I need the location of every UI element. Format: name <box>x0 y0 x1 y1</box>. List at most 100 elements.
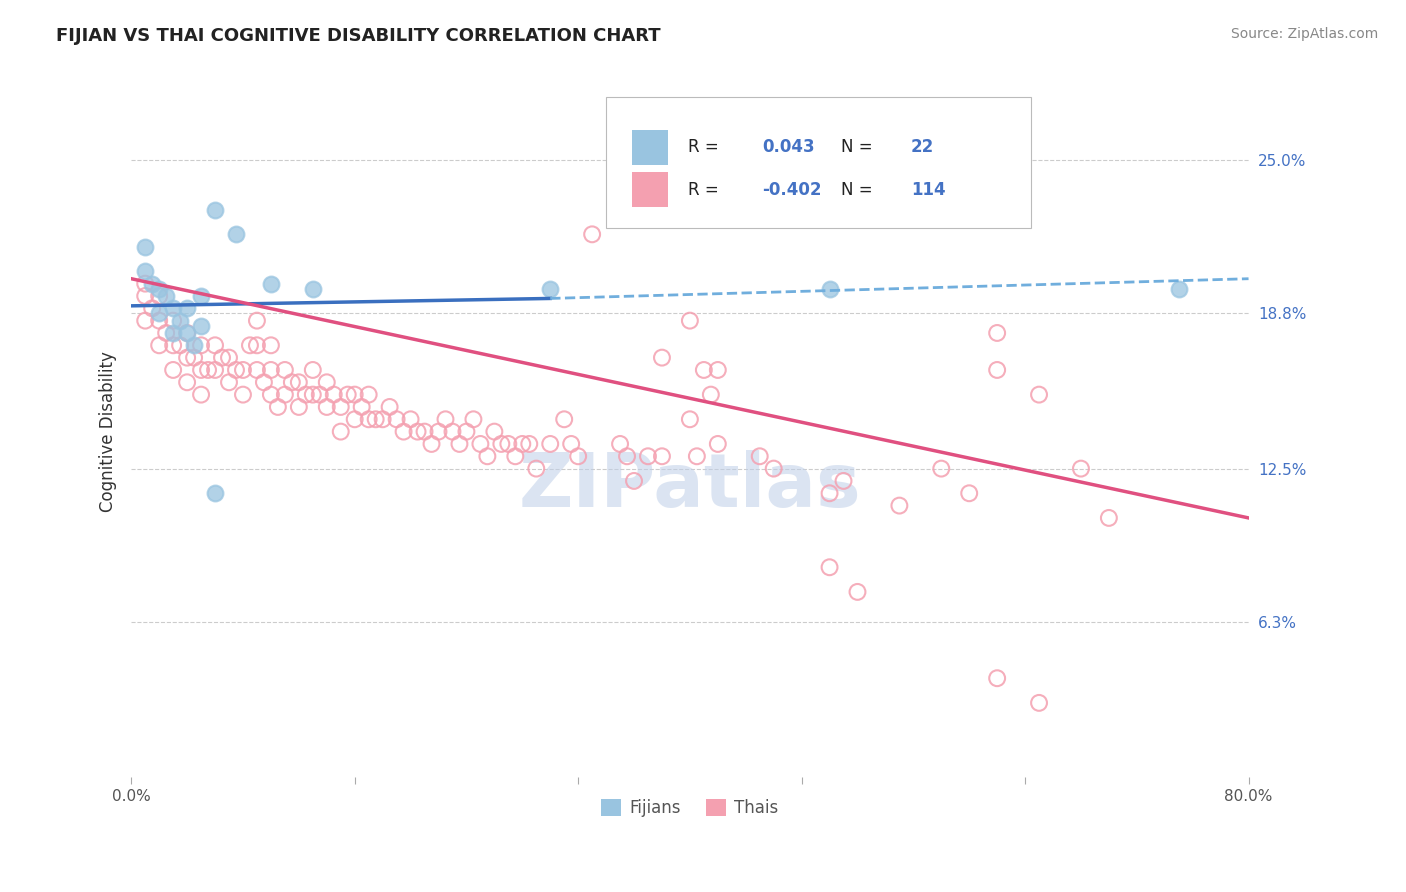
Point <box>176 351 198 365</box>
Text: -0.402: -0.402 <box>762 181 823 199</box>
Point <box>197 363 219 377</box>
Point <box>176 326 198 340</box>
Point <box>204 486 226 500</box>
Point <box>637 450 659 464</box>
Point <box>155 289 177 303</box>
Point <box>183 338 205 352</box>
Point <box>707 363 730 377</box>
Point <box>315 400 337 414</box>
Point <box>609 437 631 451</box>
Point <box>246 363 269 377</box>
Text: R =: R = <box>688 181 724 199</box>
Text: N =: N = <box>841 181 877 199</box>
Point <box>470 437 492 451</box>
Text: 0.043: 0.043 <box>762 138 815 156</box>
Point <box>350 400 373 414</box>
Point <box>162 301 184 316</box>
Point <box>343 412 366 426</box>
Point <box>218 376 240 390</box>
Point <box>449 437 471 451</box>
Point <box>538 282 561 296</box>
Bar <box>631 129 668 165</box>
Point <box>190 318 212 333</box>
Point <box>553 412 575 426</box>
Point <box>190 363 212 377</box>
Point <box>357 412 380 426</box>
Point <box>463 412 485 426</box>
Point <box>169 313 191 327</box>
Point <box>141 277 163 291</box>
Point <box>686 450 709 464</box>
Text: R =: R = <box>688 138 724 156</box>
Point <box>420 437 443 451</box>
Point <box>141 301 163 316</box>
Point <box>929 461 952 475</box>
Point <box>253 376 276 390</box>
Point <box>162 313 184 327</box>
Point <box>329 425 352 439</box>
Point <box>301 282 323 296</box>
Point <box>288 400 311 414</box>
Point <box>134 289 156 303</box>
Point <box>246 313 269 327</box>
Point <box>560 437 582 451</box>
Point <box>505 450 527 464</box>
Point <box>1028 387 1050 401</box>
Point <box>498 437 520 451</box>
Point <box>239 338 262 352</box>
Point <box>169 338 191 352</box>
Point <box>818 282 841 296</box>
Point <box>134 313 156 327</box>
Point <box>1070 461 1092 475</box>
Point <box>434 412 457 426</box>
Point <box>392 425 415 439</box>
Point <box>818 560 841 574</box>
Point <box>204 338 226 352</box>
Point <box>748 450 770 464</box>
Point <box>441 425 464 439</box>
Point <box>616 450 638 464</box>
Point <box>399 412 422 426</box>
Text: N =: N = <box>841 138 877 156</box>
Point <box>267 400 290 414</box>
Point <box>957 486 980 500</box>
Point <box>260 338 283 352</box>
Point <box>651 450 673 464</box>
Point <box>148 313 170 327</box>
Point <box>260 277 283 291</box>
Point <box>371 412 394 426</box>
Point <box>329 400 352 414</box>
Text: 22: 22 <box>911 138 935 156</box>
Point <box>315 376 337 390</box>
Bar <box>631 172 668 207</box>
Point <box>679 313 702 327</box>
Point <box>162 326 184 340</box>
Point <box>295 387 318 401</box>
Point <box>406 425 429 439</box>
FancyBboxPatch shape <box>606 96 1031 228</box>
Point <box>378 400 401 414</box>
Text: FIJIAN VS THAI COGNITIVE DISABILITY CORRELATION CHART: FIJIAN VS THAI COGNITIVE DISABILITY CORR… <box>56 27 661 45</box>
Point <box>218 351 240 365</box>
Point <box>581 227 603 242</box>
Point <box>357 387 380 401</box>
Point <box>134 264 156 278</box>
Point <box>651 351 673 365</box>
Point <box>232 387 254 401</box>
Text: 114: 114 <box>911 181 946 199</box>
Point <box>889 499 911 513</box>
Point <box>477 450 499 464</box>
Point <box>232 363 254 377</box>
Point <box>524 461 547 475</box>
Point <box>517 437 540 451</box>
Point <box>308 387 330 401</box>
Point <box>538 437 561 451</box>
Point <box>190 387 212 401</box>
Point <box>846 585 869 599</box>
Point <box>190 338 212 352</box>
Point <box>609 178 631 192</box>
Point <box>510 437 533 451</box>
Point <box>274 387 297 401</box>
Point <box>155 326 177 340</box>
Point <box>281 376 304 390</box>
